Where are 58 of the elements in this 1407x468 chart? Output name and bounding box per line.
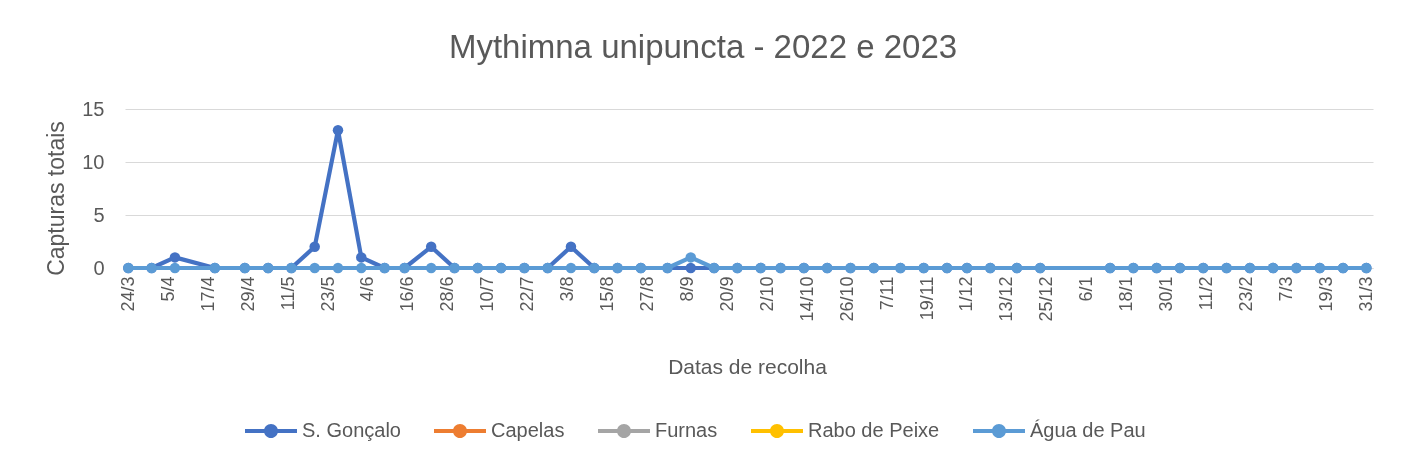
- point: [169, 252, 181, 263]
- point: [332, 262, 344, 274]
- x-tick-label: 2/10: [756, 276, 777, 312]
- x-tick-label: 15/8: [597, 276, 618, 312]
- x-tick-label: 29/4: [237, 276, 258, 312]
- y-tick-label: 15: [82, 97, 105, 120]
- point: [565, 241, 577, 253]
- point: [309, 241, 320, 253]
- x-tick-label: 5/4: [157, 276, 178, 302]
- x-tick-label: 24/3: [117, 276, 138, 312]
- point: [356, 252, 367, 263]
- point: [685, 252, 696, 263]
- x-tick-label: 19/11: [916, 276, 937, 321]
- x-tick-label: 20/9: [716, 276, 737, 312]
- x-tick-label: 17/4: [197, 276, 218, 312]
- x-tick-label: 8/9: [676, 276, 697, 302]
- x-tick-label: 6/1: [1076, 276, 1097, 302]
- x-tick-label: 14/10: [796, 276, 817, 322]
- point: [425, 241, 437, 253]
- point: [356, 262, 367, 274]
- x-tick-label: 18/1: [1116, 276, 1137, 312]
- x-tick-label: 7/11: [876, 276, 897, 311]
- point: [169, 262, 181, 274]
- x-tick-label: 11/2: [1196, 276, 1217, 311]
- legend-label: S. Gonçalo: [302, 419, 401, 441]
- point: [332, 124, 344, 136]
- x-tick-label: 28/6: [437, 276, 458, 312]
- point: [425, 262, 437, 274]
- y-tick-label: 5: [93, 203, 105, 226]
- x-tick-label: 22/7: [517, 276, 538, 312]
- y-axis-title: Capturas totais: [42, 121, 69, 276]
- x-tick-label: 13/12: [996, 276, 1017, 322]
- point: [685, 262, 696, 274]
- x-tick-label: 19/3: [1315, 276, 1336, 312]
- x-tick-label: 4/6: [357, 276, 378, 302]
- x-tick-label: 11/5: [277, 276, 298, 311]
- x-tick-label: 23/2: [1236, 276, 1257, 312]
- x-tick-label: 16/6: [397, 276, 418, 312]
- x-tick-label: 31/3: [1355, 276, 1376, 312]
- point: [309, 262, 320, 274]
- x-axis-title: Datas de recolha: [668, 354, 828, 378]
- legend-label: Capelas: [491, 419, 565, 441]
- x-tick-label: 23/5: [317, 276, 338, 312]
- x-tick-label: 3/8: [557, 276, 578, 302]
- chart-title: Mythimna unipuncta - 2022 e 2023: [448, 28, 958, 65]
- x-tick-label: 1/12: [956, 276, 977, 312]
- y-tick-label: 0: [93, 256, 105, 279]
- y-tick-label: 10: [82, 150, 105, 173]
- x-tick-label: 7/3: [1275, 276, 1296, 302]
- x-tick-label: 30/1: [1156, 276, 1177, 312]
- x-tick-label: 10/7: [477, 276, 498, 312]
- x-tick-label: 26/10: [836, 276, 857, 322]
- point: [565, 262, 577, 274]
- x-tick-label: 25/12: [1036, 276, 1057, 322]
- legend-label: Rabo de Peixe: [808, 419, 940, 441]
- x-tick-label: 27/8: [637, 276, 657, 312]
- legend-label: Furnas: [655, 419, 718, 441]
- legend-label: Água de Pau: [1030, 419, 1146, 441]
